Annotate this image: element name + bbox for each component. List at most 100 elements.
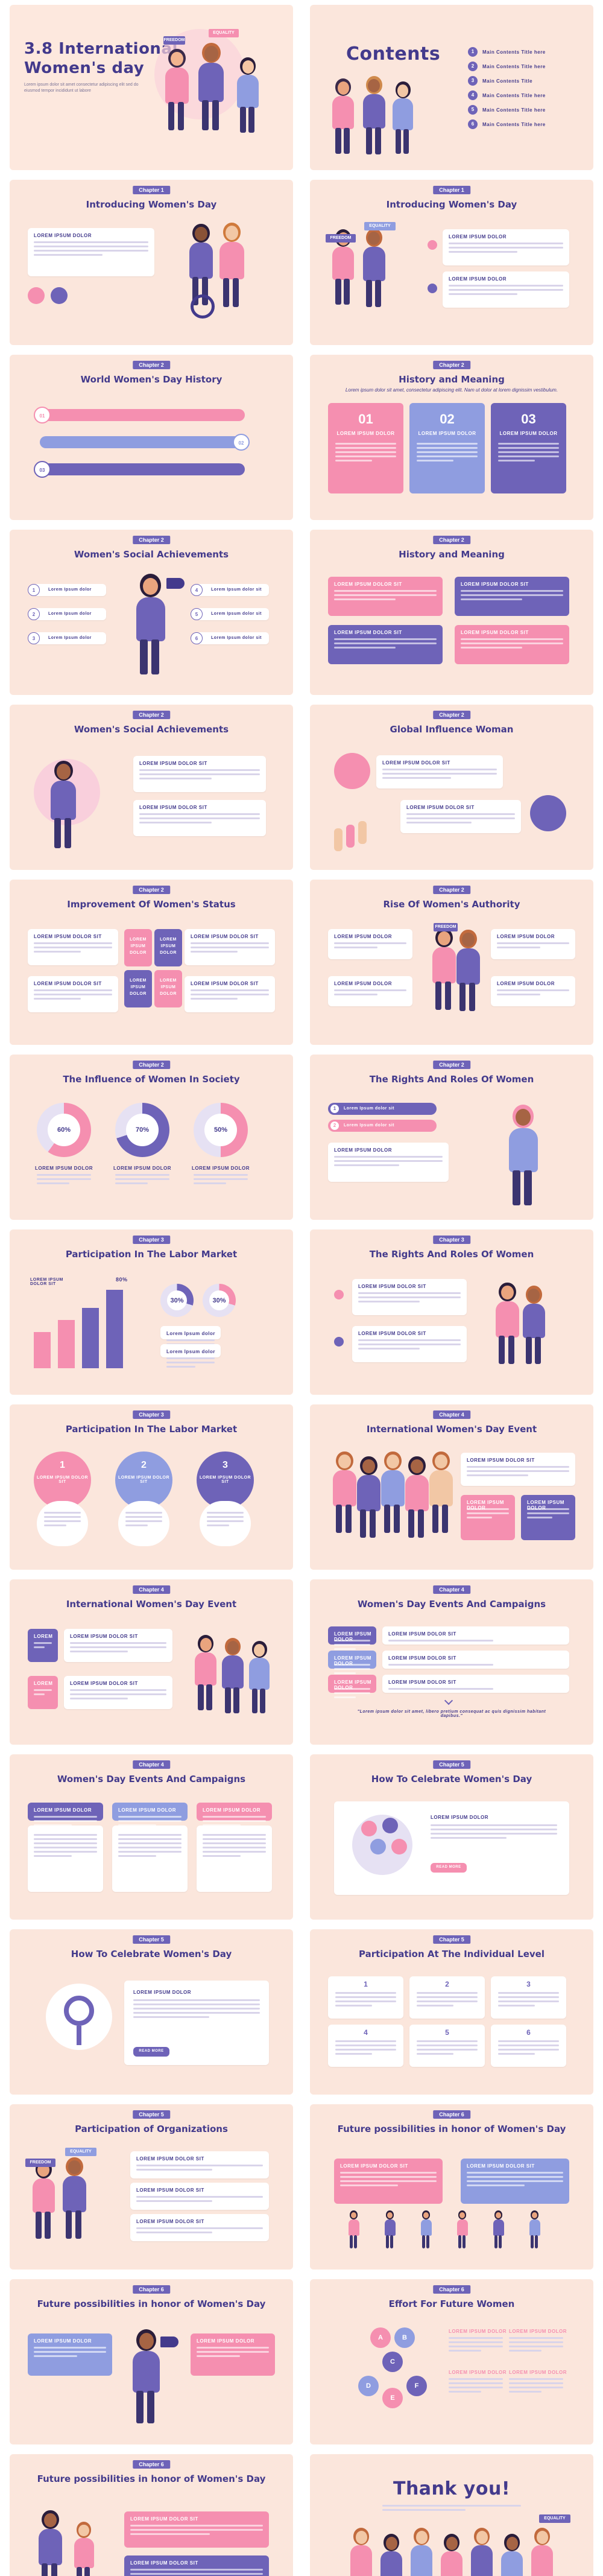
slide-title: The Influence of Women In Society bbox=[63, 1074, 240, 1085]
text-lines bbox=[191, 989, 269, 1002]
text-bubble bbox=[118, 1501, 169, 1546]
text-lines bbox=[70, 1689, 166, 1702]
circle-heading: LOREM IPSUM DOLOR SIT bbox=[36, 1476, 89, 1484]
female-symbol-icon bbox=[334, 1337, 344, 1347]
card-heading: Lorem Ipsum dolor bbox=[166, 1349, 215, 1354]
text-line bbox=[467, 1517, 492, 1518]
text-line bbox=[461, 598, 522, 600]
contents-number-badge: 1 bbox=[468, 47, 478, 57]
text-lines bbox=[417, 1992, 478, 2009]
content-slide: Chapter 5 Participation At The Individual… bbox=[310, 1929, 593, 2095]
text-line bbox=[334, 1688, 370, 1690]
text-line bbox=[34, 1824, 72, 1826]
text-card: LOREM IPSUM DOLOR bbox=[28, 228, 154, 276]
head-shape bbox=[536, 2531, 548, 2544]
donut-value: 50% bbox=[213, 1126, 228, 1134]
bar-mark bbox=[34, 1332, 51, 1368]
leg-shape bbox=[44, 2211, 51, 2239]
card-heading: LOREM IPSUM DOLOR bbox=[449, 2370, 507, 2375]
card-heading: LOREM IPSUM DOLOR SIT bbox=[136, 2156, 204, 2162]
leg-shape bbox=[151, 639, 159, 674]
donut-value: 30% bbox=[212, 1296, 226, 1304]
text-line bbox=[334, 1696, 356, 1698]
woman-figure bbox=[527, 2527, 556, 2576]
color-card: LOREM IPSUM DOLOR SIT bbox=[334, 2159, 443, 2204]
circle-number: 3 bbox=[223, 1460, 228, 1470]
head-shape bbox=[387, 2212, 393, 2219]
text-line bbox=[191, 947, 269, 948]
slide-title: Future possibilities in honor of Women's… bbox=[37, 2298, 266, 2309]
read-more-button[interactable]: READ MORE bbox=[431, 1863, 467, 1873]
numbered-card: 01 LOREM IPSUM DOLOR bbox=[328, 403, 403, 493]
text-lines bbox=[498, 2040, 559, 2057]
slide-title: Rise Of Women's Authority bbox=[383, 899, 520, 910]
leg-shape bbox=[84, 2567, 90, 2576]
text-line bbox=[498, 2049, 559, 2051]
protest-sign: FREEDOM bbox=[326, 234, 356, 243]
list-pill bbox=[34, 584, 106, 596]
head-shape bbox=[194, 226, 207, 241]
list-number: 2 bbox=[28, 608, 40, 620]
text-card: LOREM IPSUM DOLOR bbox=[443, 229, 569, 265]
content-slide: Chapter 2 The Rights And Roles Of Women 1 L… bbox=[310, 1055, 593, 1220]
chapter-tag: Chapter 3 bbox=[433, 1236, 470, 1244]
portrait-circle bbox=[530, 795, 566, 831]
leg-shape bbox=[77, 2567, 82, 2576]
text-line bbox=[115, 1174, 169, 1176]
text-line bbox=[34, 250, 148, 252]
chapter-tag: Chapter 2 bbox=[133, 536, 170, 544]
text-line bbox=[203, 1851, 266, 1853]
text-line bbox=[340, 2176, 437, 2178]
stat-circle: 3 LOREM IPSUM DOLOR SIT bbox=[197, 1451, 254, 1509]
color-card: LOREM IPSUM DOLOR SIT bbox=[328, 625, 443, 664]
text-line bbox=[449, 289, 563, 291]
text-line bbox=[498, 2005, 535, 2007]
head-shape bbox=[142, 577, 159, 595]
text-lines bbox=[136, 2196, 263, 2204]
text-lines bbox=[449, 285, 563, 297]
text-lines bbox=[449, 2337, 503, 2354]
leg-shape bbox=[232, 278, 239, 308]
text-lines bbox=[358, 1292, 461, 1305]
text-line bbox=[34, 1847, 97, 1848]
leg-shape bbox=[403, 128, 409, 154]
card-heading: Lorem Ipsum dolor bbox=[166, 1331, 215, 1336]
text-lines bbox=[136, 2165, 263, 2173]
card-heading: LOREM IPSUM DOLOR bbox=[334, 1655, 371, 1666]
chapter-tag: Chapter 5 bbox=[133, 1935, 170, 1944]
text-card: LOREM IPSUM DOLOR SIT bbox=[352, 1326, 467, 1362]
text-line bbox=[467, 2172, 563, 2174]
read-more-button[interactable]: READ MORE bbox=[133, 2047, 169, 2057]
text-lines bbox=[334, 1664, 370, 1677]
text-line bbox=[527, 1512, 569, 1514]
text-lines bbox=[417, 2040, 478, 2057]
text-line bbox=[133, 2016, 209, 2018]
button-label: READ MORE bbox=[436, 1865, 461, 1869]
body-shape bbox=[362, 94, 385, 128]
list-number: 2 bbox=[330, 1121, 339, 1130]
text-line bbox=[498, 1992, 559, 1994]
leg-shape bbox=[223, 278, 230, 308]
circle-number: 2 bbox=[141, 1460, 147, 1470]
leg-shape bbox=[365, 279, 372, 307]
block-word: IPSUM bbox=[130, 985, 146, 989]
woman-figure bbox=[425, 1450, 456, 1536]
text-line bbox=[431, 1829, 557, 1830]
text-line bbox=[34, 1851, 97, 1853]
text-line bbox=[461, 594, 563, 596]
content-slide: Chapter 3 Participation In The Labor Mark… bbox=[10, 1229, 293, 1395]
text-line bbox=[335, 447, 396, 449]
text-lines bbox=[139, 769, 260, 782]
color-card: LOREM IPSUM DOLOR bbox=[328, 1675, 376, 1698]
text-line bbox=[382, 769, 497, 770]
text-line bbox=[449, 2391, 481, 2393]
text-lines bbox=[34, 989, 112, 1002]
card-heading: LOREM IPSUM DOLOR bbox=[418, 431, 476, 436]
text-line bbox=[467, 1512, 509, 1514]
raised-fist-icon bbox=[346, 825, 355, 848]
text-line bbox=[358, 1292, 461, 1294]
card-heading: LOREM IPSUM DOLOR bbox=[34, 2338, 92, 2344]
text-lines bbox=[335, 1992, 396, 2009]
body-shape bbox=[219, 242, 244, 280]
